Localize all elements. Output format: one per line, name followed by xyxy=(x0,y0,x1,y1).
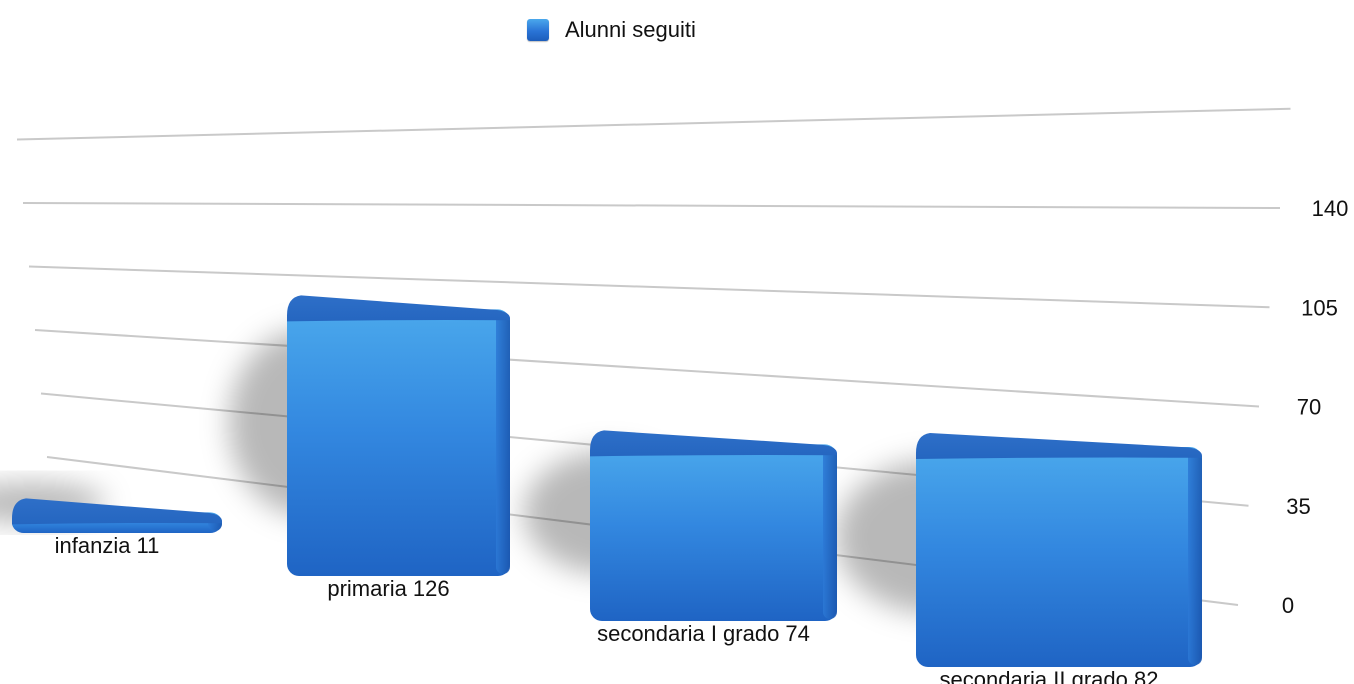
category-label: primaria 126 xyxy=(327,576,449,601)
bar-side-face xyxy=(496,313,510,574)
y-tick-label: 0 xyxy=(1282,593,1294,618)
legend-label: Alunni seguiti xyxy=(565,17,696,42)
category-labels: infanzia 11 primaria 126 secondaria I grad… xyxy=(55,533,1159,684)
bar-top-face xyxy=(916,432,1202,459)
bar-front-face xyxy=(287,309,510,576)
legend: Alunni seguiti xyxy=(527,17,696,43)
gridline xyxy=(34,329,1260,408)
y-tick-label: 70 xyxy=(1297,395,1321,420)
bar xyxy=(287,295,510,576)
gridline xyxy=(28,265,1270,309)
bar-side-face xyxy=(1188,450,1202,665)
bar-top-face xyxy=(590,430,837,457)
y-axis-ticks: 0 35 70 105 140 xyxy=(1282,196,1348,618)
y-tick-label: 140 xyxy=(1312,196,1349,221)
bar xyxy=(916,432,1202,667)
bar-top-face xyxy=(287,295,510,322)
bar-front-face xyxy=(590,444,837,621)
bar xyxy=(590,430,837,621)
bar xyxy=(12,498,222,533)
legend-swatch xyxy=(527,19,549,41)
category-label: infanzia 11 xyxy=(55,533,160,558)
bar-front-face xyxy=(916,446,1202,667)
y-tick-label: 35 xyxy=(1286,494,1310,519)
bars xyxy=(12,295,1202,667)
gridline xyxy=(22,202,1281,209)
gridline xyxy=(16,107,1291,141)
bar-top-face xyxy=(12,498,222,525)
category-label: secondaria II grado 82 xyxy=(940,667,1159,684)
bar-side-face xyxy=(823,448,837,619)
y-tick-label: 105 xyxy=(1301,295,1338,320)
category-label: secondaria I grado 74 xyxy=(597,621,810,646)
